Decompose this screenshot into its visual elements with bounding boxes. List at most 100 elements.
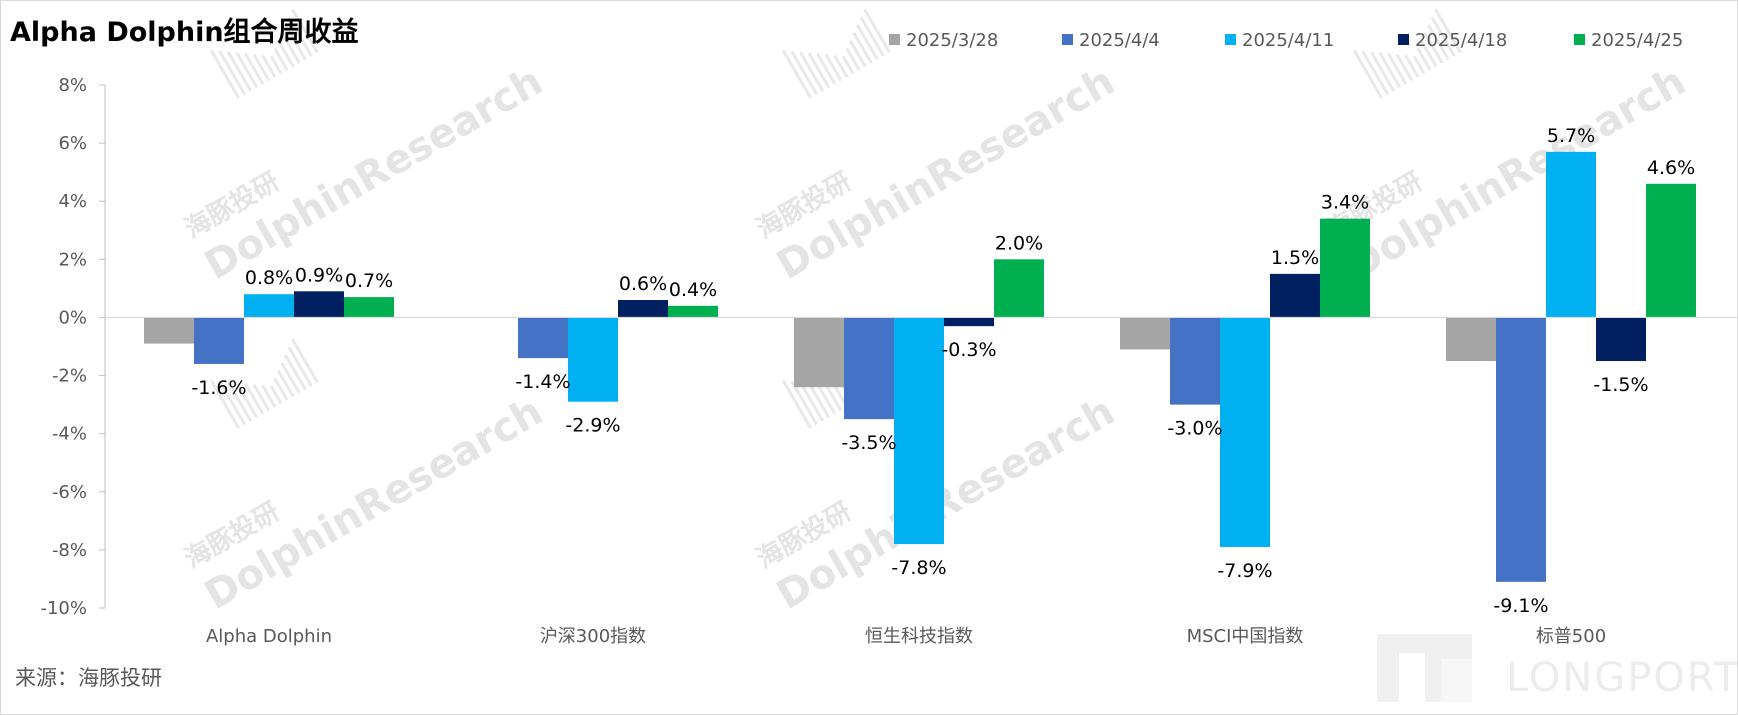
watermark-motif-bar [280, 361, 301, 394]
bar [1270, 273, 1320, 318]
watermark-motif-bar [798, 51, 825, 92]
legend-item: 2025/4/11 [1225, 30, 1334, 51]
y-tick-label: -2% [52, 366, 87, 387]
source-note: 来源：海豚投研 [15, 666, 162, 690]
watermark-motif-bar [1430, 16, 1456, 57]
data-label: 0.9% [295, 264, 343, 286]
bar [668, 305, 718, 318]
watermark-line2: DolphinResearch [197, 388, 550, 619]
legend-label: 2025/4/4 [1079, 30, 1160, 51]
watermark-motif-bar [1412, 55, 1426, 75]
category-label: MSCI中国指数 [1187, 626, 1304, 647]
legend-swatch [1062, 34, 1073, 45]
bar [1596, 317, 1646, 362]
watermark-motif-bar [1387, 52, 1408, 85]
watermark-motif-bar [824, 53, 843, 82]
watermark-motif-bar [287, 16, 313, 57]
data-label: 0.8% [245, 267, 293, 289]
watermark-motif-bar [276, 39, 295, 68]
data-label: -1.4% [515, 371, 570, 393]
watermark-motif-bar [284, 354, 307, 391]
y-axis: 8% 6% 4% 2% 0% -2% -4% -6% -8% -10% [40, 75, 106, 619]
watermark-motif-bar [252, 383, 271, 412]
watermark-motif-bar [226, 381, 253, 422]
bar [144, 317, 194, 344]
y-tick-label: 2% [58, 249, 87, 270]
bar [1120, 317, 1170, 350]
watermark-motif-bar [287, 346, 313, 387]
bar [944, 317, 994, 327]
watermark-motif-bar [1434, 8, 1462, 54]
bar [794, 317, 844, 388]
category-axis: Alpha Dolphin 沪深300指数 恒生科技指数 MSCI中国指数 标普500 [206, 626, 1606, 647]
legend-item: 2025/4/18 [1398, 30, 1507, 51]
watermark-motif-bar [269, 385, 283, 405]
data-label: 1.5% [1271, 247, 1319, 269]
legend-label: 2025/4/25 [1591, 30, 1683, 51]
watermark-motif-bar [790, 50, 819, 96]
watermark-motif-bar [781, 379, 812, 429]
watermark-motif-bar [833, 54, 849, 78]
y-tick-label: -10% [40, 598, 87, 619]
legend-label: 2025/4/11 [1242, 30, 1334, 51]
watermark-motif-bar [816, 382, 837, 415]
logo-mark-cutout [1399, 653, 1425, 702]
data-label: -0.3% [941, 339, 996, 361]
watermark-motif-bar [1419, 39, 1438, 68]
logo-mark-cutout [1441, 659, 1472, 702]
watermark-motif-bar [244, 52, 265, 85]
watermark-motif-bar [291, 338, 319, 384]
data-label: 0.7% [345, 270, 393, 292]
legend-label: 2025/4/18 [1415, 30, 1507, 51]
y-tick-label: -4% [52, 424, 87, 445]
data-label: 2.0% [995, 232, 1043, 254]
bar [994, 259, 1044, 318]
data-label: 3.4% [1321, 192, 1369, 214]
watermark-motif-bar [1369, 51, 1396, 92]
category-label: Alpha Dolphin [206, 626, 332, 647]
bar [1496, 317, 1546, 582]
data-label: -3.5% [841, 432, 896, 454]
watermark-motif-bar [218, 380, 247, 426]
bar [294, 291, 344, 318]
watermark-line2: DolphinResearch [1340, 58, 1693, 289]
watermark-motif-bar [824, 383, 843, 412]
data-label-layer: -1.6% 0.8% 0.9% 0.7% -1.4% -2.9% 0.6% 0.4% -3.5%… [191, 125, 1695, 617]
bar-layer [107, 151, 1737, 582]
watermark-motif-bar [269, 55, 283, 75]
data-label: -7.8% [891, 557, 946, 579]
watermark-motif-bar [781, 49, 812, 99]
bar [1220, 317, 1270, 547]
watermark-motif-bar [1352, 49, 1383, 99]
data-label: -7.9% [1217, 560, 1272, 582]
data-label: 5.7% [1547, 125, 1595, 147]
longport-logo: LONGPORT [1377, 634, 1738, 702]
bar [844, 317, 894, 420]
watermark-motif-bar [859, 16, 885, 57]
watermark-line2: DolphinResearch [769, 388, 1122, 619]
y-tick-label: 6% [58, 133, 87, 154]
legend-item: 2025/4/4 [1062, 30, 1160, 51]
legend-swatch [1225, 34, 1236, 45]
chart-title: Alpha Dolphin组合周收益 [10, 16, 359, 48]
watermark-motif-bar [235, 52, 259, 89]
watermark-motif-bar [852, 31, 873, 64]
logo-wordmark: LONGPORT [1506, 655, 1738, 701]
data-label: -9.1% [1493, 595, 1548, 617]
watermark-motif-bar [1427, 24, 1450, 61]
bar [518, 317, 568, 359]
legend-item: 2025/4/25 [1574, 30, 1683, 51]
watermark-motif-bar [261, 384, 277, 408]
bar [568, 317, 618, 402]
bar [1170, 317, 1220, 405]
legend-item: 2025/3/28 [889, 30, 998, 51]
bar [1446, 317, 1496, 362]
watermark-motif-bar [291, 8, 319, 54]
watermark-motif-bar [807, 52, 831, 89]
watermark-motif-bar [816, 52, 837, 85]
y-tick-label: -6% [52, 482, 87, 503]
watermark-motif-bar [209, 49, 240, 99]
